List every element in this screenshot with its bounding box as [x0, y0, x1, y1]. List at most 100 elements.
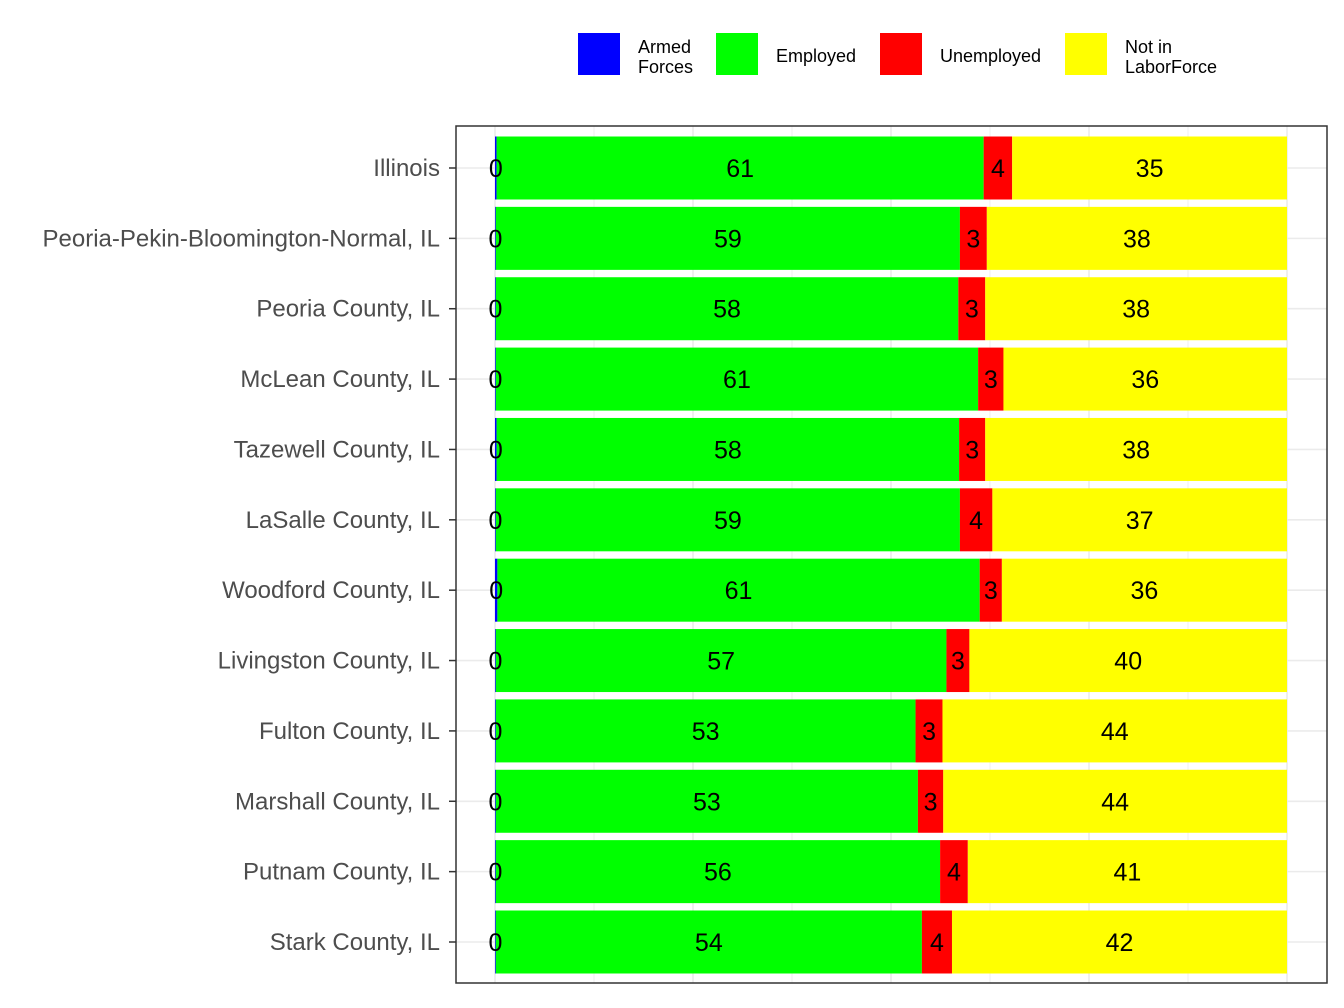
bar-value-label: 58 — [714, 436, 742, 464]
category-label: LaSalle County, IL — [246, 507, 440, 534]
bar-segment — [943, 769, 1287, 833]
bar-segment — [495, 629, 947, 693]
bar-value-label: 0 — [489, 436, 503, 464]
category-label: Peoria County, IL — [256, 296, 440, 323]
legend-key — [578, 33, 620, 75]
bar-value-label: 56 — [704, 859, 732, 887]
bar-segment — [969, 629, 1287, 693]
bar-segment — [496, 136, 984, 200]
bar-segment — [495, 136, 497, 200]
bar-segment — [967, 840, 1287, 904]
bar-segment — [959, 417, 986, 481]
bar-value-label: 3 — [984, 366, 998, 394]
bar-value-label: 53 — [693, 788, 721, 816]
bar-value-label: 37 — [1126, 507, 1154, 535]
bar-value-label: 3 — [984, 577, 998, 605]
bar-value-label: 3 — [951, 648, 965, 676]
legend-label: Unemployed — [940, 46, 1041, 66]
bar-value-label: 59 — [714, 507, 742, 535]
bar-segment — [495, 840, 496, 904]
category-label: Tazewell County, IL — [234, 436, 440, 463]
bar-value-label: 0 — [488, 929, 502, 957]
bar-segment — [959, 206, 987, 270]
y-axis: Illinois Peoria-Pekin-Bloomington-Normal,… — [43, 155, 456, 956]
bar-value-label: 0 — [488, 788, 502, 816]
bar-segment — [1012, 136, 1287, 200]
bar-segment — [495, 910, 922, 974]
bars — [495, 136, 1287, 974]
bar-segment — [979, 558, 1002, 622]
bar-value-label: 35 — [1136, 155, 1164, 183]
bar-segment — [495, 769, 918, 833]
bar-value-label: 0 — [488, 859, 502, 887]
category-label: Illinois — [373, 155, 440, 182]
bar-segment — [495, 417, 497, 481]
bar-value-label: 58 — [713, 296, 741, 324]
bar-value-label: 61 — [723, 366, 751, 394]
bar-value-label: 3 — [965, 296, 979, 324]
bar-value-label: 36 — [1131, 577, 1159, 605]
legend-label: Armed — [638, 37, 691, 57]
bar-segment — [986, 206, 1287, 270]
legend-key — [1065, 33, 1107, 75]
bar-segment — [495, 488, 496, 552]
category-label: Stark County, IL — [270, 929, 440, 956]
bar-value-label: 0 — [489, 155, 503, 183]
legend-key — [880, 33, 922, 75]
category-label: Peoria-Pekin-Bloomington-Normal, IL — [43, 225, 441, 252]
bar-value-label: 3 — [922, 718, 936, 746]
legend-label: Employed — [776, 46, 856, 66]
bar-segment — [495, 488, 960, 552]
category-label: Fulton County, IL — [259, 718, 440, 745]
category-label: McLean County, IL — [240, 366, 440, 393]
category-label: Putnam County, IL — [243, 859, 440, 886]
bar-value-label: 42 — [1106, 929, 1134, 957]
bar-segment — [497, 558, 980, 622]
bar-value-label: 0 — [489, 577, 503, 605]
bar-segment — [495, 699, 916, 763]
panel-border — [455, 125, 1328, 984]
category-label: Livingston County, IL — [218, 648, 440, 675]
bar-segment — [992, 488, 1287, 552]
legend-label: Not in — [1125, 37, 1172, 57]
bar-value-label: 44 — [1101, 718, 1129, 746]
bar-value-label: 3 — [924, 788, 938, 816]
bar-value-label: 3 — [966, 225, 980, 253]
bar-segment — [495, 840, 941, 904]
legend-label: LaborForce — [1125, 57, 1217, 77]
bar-segment — [495, 629, 496, 693]
bar-segment — [942, 699, 1287, 763]
bar-value-label: 0 — [488, 718, 502, 746]
bar-value-label: 54 — [695, 929, 723, 957]
category-label: Woodford County, IL — [222, 577, 440, 604]
bar-segment — [958, 277, 986, 341]
bar-segment — [495, 769, 496, 833]
bar-value-label: 57 — [707, 648, 735, 676]
bar-segment — [917, 769, 944, 833]
legend-label: Forces — [638, 57, 693, 77]
bar-value-label: 40 — [1114, 648, 1142, 676]
bar-value-label: 53 — [692, 718, 720, 746]
bar-value-label: 4 — [930, 929, 944, 957]
bar-value-label: 44 — [1101, 788, 1129, 816]
bar-segment — [951, 910, 1287, 974]
bar-value-label: 4 — [991, 155, 1005, 183]
bar-segment — [985, 417, 1287, 481]
bar-value-label: 41 — [1114, 859, 1142, 887]
bar-segment — [921, 910, 952, 974]
bar-value-label: 4 — [947, 859, 961, 887]
bar-value-label: 0 — [488, 648, 502, 676]
bar-value-label: 4 — [969, 507, 983, 535]
bar-value-label: 36 — [1131, 366, 1159, 394]
bar-segment — [946, 629, 970, 693]
bar-segment — [495, 910, 496, 974]
bar-segment — [495, 699, 496, 763]
bar-segment — [495, 277, 959, 341]
bar-segment — [495, 558, 498, 622]
bar-segment — [985, 277, 1287, 341]
bar-value-label: 61 — [725, 577, 753, 605]
bar-value-label: 59 — [714, 225, 742, 253]
bar-value-label: 38 — [1122, 436, 1150, 464]
